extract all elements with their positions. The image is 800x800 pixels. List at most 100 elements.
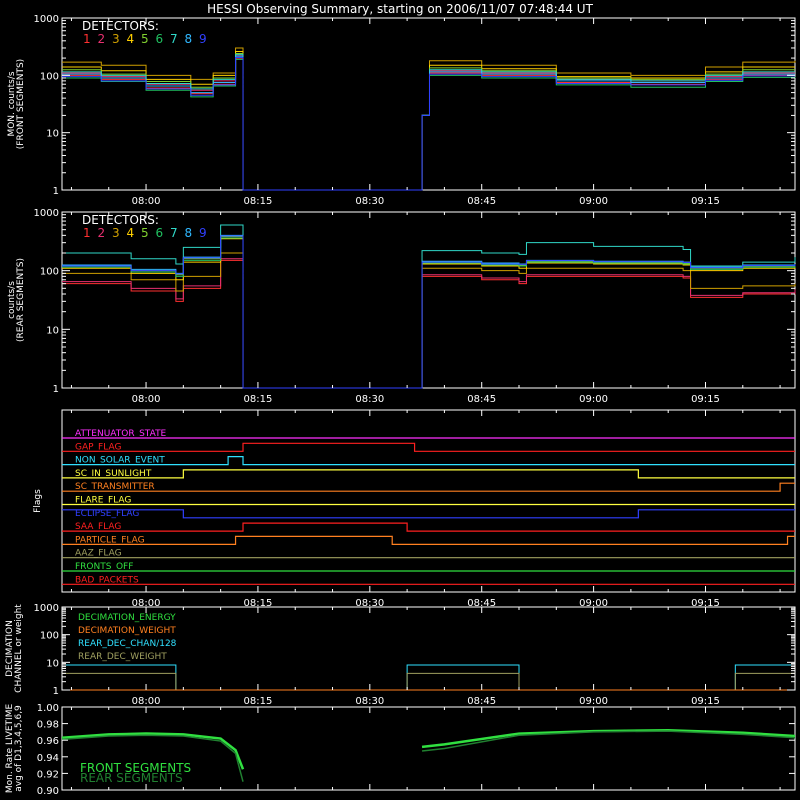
rear-y-label: counts/s [7, 281, 17, 319]
front-legend-detector-3: 3 [112, 32, 120, 46]
decimation-x-tick-label: 08:45 [467, 696, 496, 707]
flag-label-particle-flag: PARTICLE_FLAG [75, 535, 145, 545]
rear-legend-detector-2: 2 [98, 226, 106, 240]
front-legend-title: DETECTORS: [82, 19, 159, 33]
decimation-x-tick-label: 08:30 [355, 696, 384, 707]
front-x-tick-label: 09:15 [691, 196, 720, 207]
flag-line-sc-in-sunlight [62, 469, 795, 479]
flag-line-saa-flag [62, 522, 795, 532]
decimation-y-tick-label: 1000 [34, 603, 59, 614]
livetime-series-front-segments [61, 728, 796, 770]
front-x-tick-label: 08:45 [467, 196, 496, 207]
livetime-series-rear-segments [61, 730, 796, 782]
rear-legend-title: DETECTORS: [82, 213, 159, 227]
rear-legend-detector-3: 3 [112, 226, 120, 240]
front-y-label: MON. counts/s [7, 71, 17, 136]
decimation-x-tick-label: 08:00 [132, 696, 161, 707]
livetime-legend-rear-segments: REAR SEGMENTS [80, 771, 183, 785]
rear-axes-frame [61, 211, 796, 389]
panels: 1 10 100 1000 08:00 08:15 08:30 08:45 09:00 09:15… [5, 14, 796, 797]
decimation-y-label: DECIMATION [5, 620, 15, 677]
rear-y-tick-label: 1000 [34, 208, 59, 219]
front-legend-detector-8: 8 [185, 32, 193, 46]
rear-series-detector-3 [62, 252, 796, 389]
figure-title: HESSI Observing Summary, starting on 200… [207, 2, 593, 16]
flags-axes-frame [61, 409, 796, 593]
decimation-y-label: CHANNEL or weight [14, 604, 24, 693]
front-y-tick-label: 100 [40, 71, 59, 82]
flag-line-eclipse-flag [62, 509, 795, 519]
decimation-y-tick-label: 1 [53, 686, 59, 697]
flag-label-eclipse-flag: ECLIPSE_FLAG [75, 509, 139, 519]
flags-y-label: Flags [33, 489, 43, 513]
front-y-tick-label: 1000 [34, 14, 59, 25]
decimation-legend-decimation-weight: DECIMATION_WEIGHT [78, 626, 176, 636]
flag-label-aaz-flag: AAZ_FLAG [75, 549, 122, 559]
rear-legend-detector-8: 8 [185, 226, 193, 240]
flag-label-non-solar-event: NON_SOLAR_EVENT [75, 456, 165, 466]
livetime-y-tick-label: 1.00 [37, 703, 59, 714]
flag-label-gap-flag: GAP_FLAG [75, 442, 121, 452]
decimation-x-tick-label: 09:00 [579, 696, 608, 707]
livetime-y-label: avg of D1,3,4,5,6,9 [14, 705, 24, 792]
front-legend-detector-5: 5 [141, 32, 149, 46]
decimation-y-tick-label: 100 [40, 631, 59, 642]
flag-line-gap-flag [62, 442, 795, 452]
decimation-series-rear-dec-weight [62, 672, 795, 691]
front-panel: 1 10 100 1000 08:00 08:15 08:30 08:45 09:00 09:15… [7, 14, 796, 207]
rear-x-tick-label: 08:15 [244, 394, 273, 405]
front-x-tick-label: 08:30 [355, 196, 384, 207]
front-series-detector-9 [62, 56, 795, 191]
livetime-y-tick-label: 0.96 [37, 736, 59, 747]
livetime-axes-frame [61, 706, 796, 791]
front-legend-detector-6: 6 [156, 32, 164, 46]
flags-x-tick-label: 09:00 [579, 598, 608, 609]
rear-legend-detector-7: 7 [170, 226, 178, 240]
rear-y-tick-label: 100 [40, 267, 59, 278]
flag-label-sc-in-sunlight: SC_IN_SUNLIGHT [75, 469, 152, 479]
rear-x-tick-label: 08:45 [467, 394, 496, 405]
front-y-tick-label: 1 [53, 186, 59, 197]
decimation-panel: 1 10 100 1000 08:00 08:15 08:30 08:45 09:00 09:15… [5, 603, 796, 707]
flags-panel: ATTENUATOR_STATE GAP_FLAG NON_SOLAR_EVENT S… [33, 409, 796, 609]
front-x-tick-label: 09:00 [579, 196, 608, 207]
rear-x-tick-label: 09:00 [579, 394, 608, 405]
flag-label-sc-transmitter: SC_TRANSMITTER [75, 482, 155, 492]
flags-x-tick-label: 08:45 [467, 598, 496, 609]
rear-panel: 1 10 100 1000 08:00 08:15 08:30 08:45 09:00 09:15… [7, 208, 796, 405]
flag-line-non-solar-event [62, 456, 795, 466]
rear-series-detector-9 [62, 235, 796, 389]
decimation-legend-decimation-energy: DECIMATION_ENERGY [78, 613, 176, 623]
decimation-legend-rear-dec-weight: REAR_DEC_WEIGHT [78, 652, 167, 662]
livetime-y-tick-label: 0.98 [37, 720, 59, 731]
decimation-x-tick-label: 09:15 [691, 696, 720, 707]
rear-y-tick-label: 10 [46, 325, 59, 336]
front-legend-detector-4: 4 [127, 32, 135, 46]
rear-x-tick-label: 09:15 [691, 394, 720, 405]
livetime-panel: 0.90 0.92 0.94 0.96 0.98 1.00 Mon. Rate LIVETI… [5, 703, 796, 797]
livetime-y-tick-label: 0.92 [37, 769, 59, 780]
front-legend-detector-2: 2 [98, 32, 106, 46]
rear-legend-detector-4: 4 [127, 226, 135, 240]
flag-label-saa-flag: SAA_FLAG [75, 522, 121, 532]
rear-y-label: (REAR SEGMENTS) [16, 258, 26, 342]
flag-label-bad-packets: BAD_PACKETS [75, 575, 139, 585]
flags-x-tick-label: 08:00 [132, 598, 161, 609]
livetime-y-tick-label: 0.90 [37, 786, 59, 797]
flags-x-tick-label: 08:30 [355, 598, 384, 609]
front-legend-detector-1: 1 [83, 32, 91, 46]
decimation-x-tick-label: 08:15 [244, 696, 273, 707]
front-x-tick-label: 08:15 [244, 196, 273, 207]
decimation-legend-rear-dec-chan-128: REAR_DEC_CHAN/128 [78, 639, 177, 649]
rear-legend-detector-9: 9 [199, 226, 207, 240]
front-legend-detector-7: 7 [170, 32, 178, 46]
front-y-label: (FRONT SEGMENTS) [16, 59, 26, 149]
flag-label-fronts-off: FRONTS_OFF [75, 562, 133, 572]
livetime-y-label: Mon. Rate LIVETIME [5, 704, 15, 794]
rear-x-tick-label: 08:30 [355, 394, 384, 405]
front-axes-frame [61, 17, 796, 191]
front-y-tick-label: 10 [46, 129, 59, 140]
flag-line-sc-transmitter [62, 482, 795, 492]
